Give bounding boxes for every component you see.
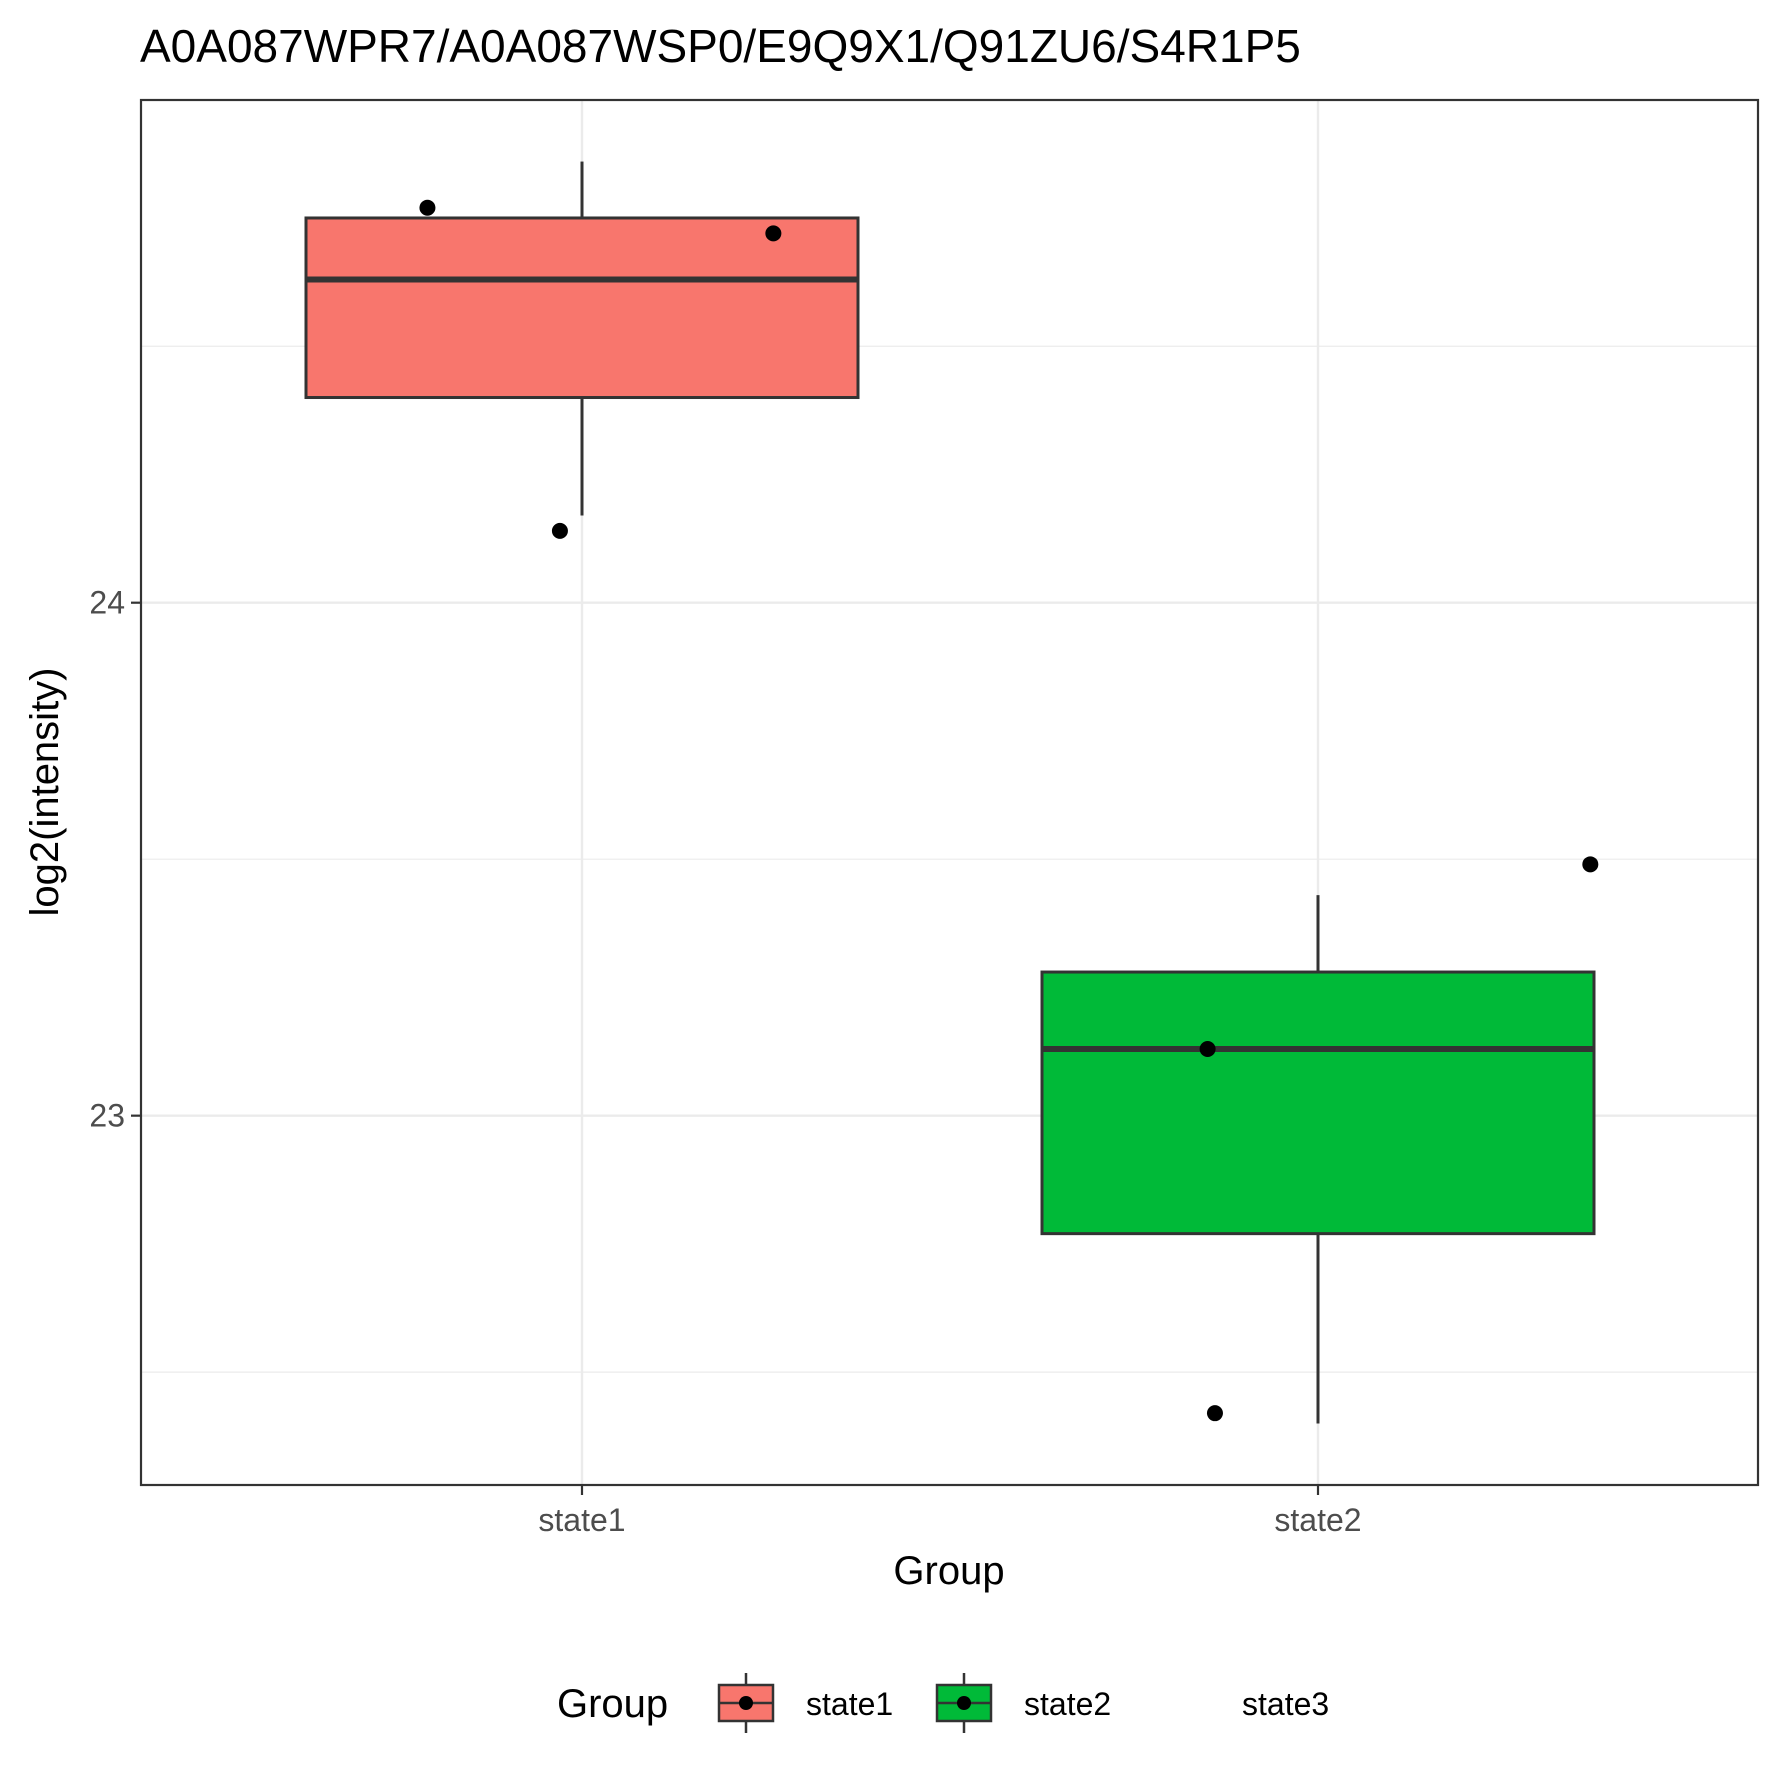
data-point-state1 — [765, 225, 782, 242]
data-point-state2 — [1206, 1405, 1223, 1422]
y-tick-label: 24 — [89, 585, 125, 621]
legend-key-point — [957, 1696, 971, 1710]
boxplot-state1 — [304, 161, 860, 516]
legend-key-point — [739, 1696, 753, 1710]
data-point-state2 — [1199, 1040, 1216, 1057]
y-tick-label: 23 — [89, 1098, 125, 1134]
legend-title: Group — [557, 1682, 668, 1726]
data-point-state1 — [551, 522, 568, 539]
x-tick-label: state1 — [538, 1502, 625, 1538]
x-axis-title: Group — [893, 1549, 1004, 1593]
legend-entry-state1: state1 — [717, 1673, 893, 1733]
x-axis: state1 state2 — [538, 1485, 1362, 1538]
chart-title: A0A087WPR7/A0A087WSP0/E9Q9X1/Q91ZU6/S4R1… — [140, 20, 1301, 72]
box-iqr — [1040, 970, 1596, 1236]
panel-border — [139, 98, 1760, 1487]
legend-label: state2 — [1024, 1686, 1111, 1722]
legend-entry-state3: state3 — [1242, 1686, 1329, 1722]
data-point-state1 — [419, 199, 436, 216]
y-axis: 23 24 — [89, 585, 141, 1134]
y-axis-title: log2(intensity) — [23, 667, 67, 916]
x-tick-label: state2 — [1274, 1502, 1361, 1538]
box-iqr — [304, 216, 860, 400]
legend-label: state3 — [1242, 1686, 1329, 1722]
legend-label: state1 — [806, 1686, 893, 1722]
boxplot-state2 — [1040, 895, 1596, 1424]
data-point-state2 — [1582, 856, 1599, 873]
boxplots — [304, 161, 1596, 1424]
legend-entry-state2: state2 — [935, 1673, 1111, 1733]
data-points — [419, 199, 1599, 1422]
legend: Group state1 state2 state3 — [557, 1673, 1329, 1733]
